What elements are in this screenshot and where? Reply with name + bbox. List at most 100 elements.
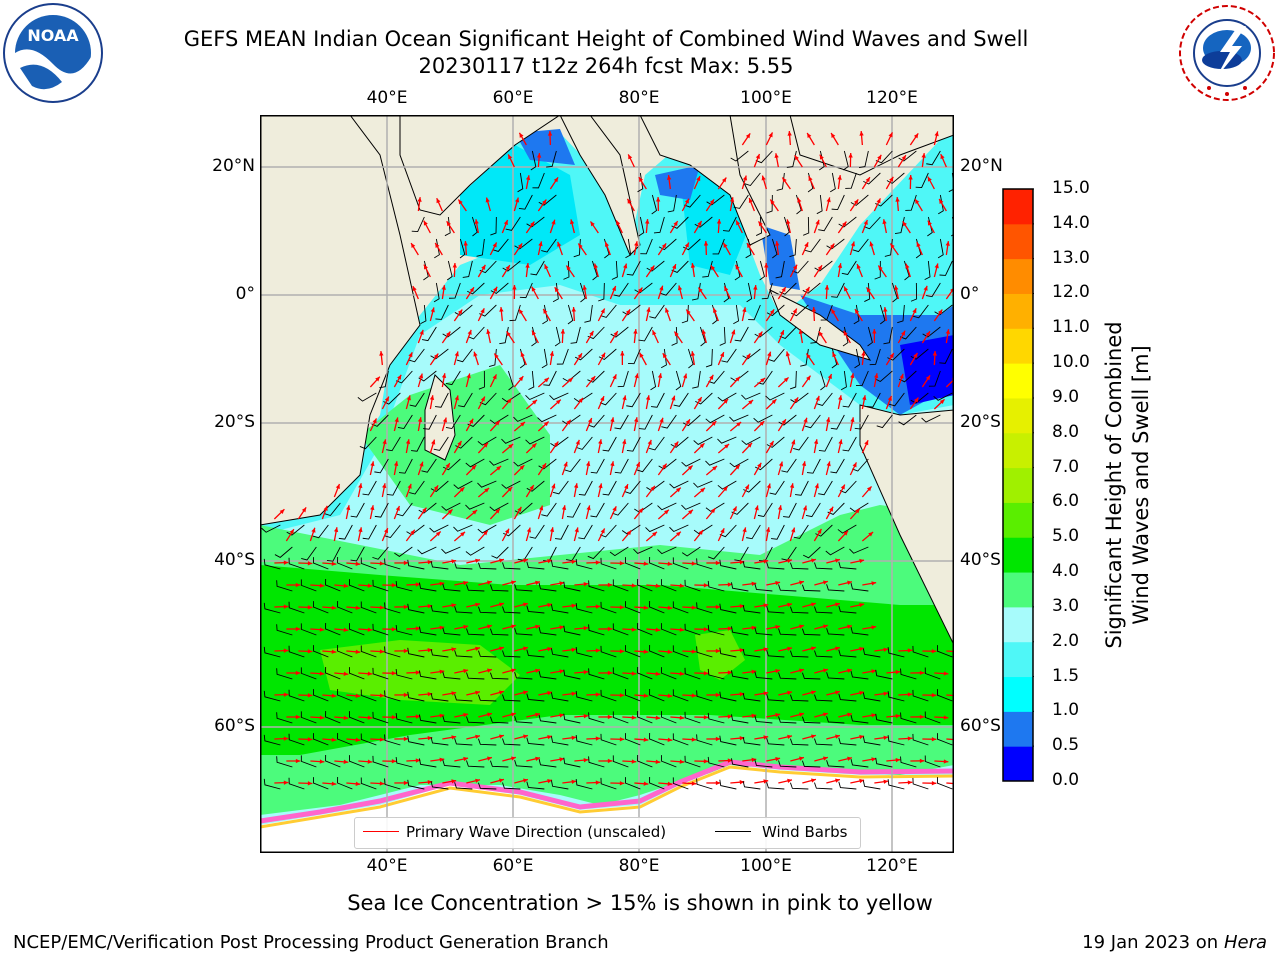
wave-direction-arrowhead: [447, 509, 453, 515]
wind-barb: [634, 282, 653, 294]
wave-direction-arrowhead: [764, 263, 769, 268]
wave-direction-arrowhead: [667, 605, 673, 610]
wave-direction-arrowhead: [523, 734, 528, 739]
colorbar-tick: 9.0: [1052, 386, 1080, 407]
wave-direction-arrowhead: [295, 582, 301, 588]
wave-direction-arrowhead: [492, 242, 497, 248]
wave-direction-arrowhead: [610, 417, 615, 423]
wind-barb: [754, 627, 773, 636]
wave-direction-arrowhead: [661, 243, 667, 249]
wave-direction-arrowhead: [593, 263, 598, 269]
wave-direction-arrowhead: [837, 263, 843, 269]
wave-direction-arrowhead: [619, 693, 625, 698]
wave-direction-arrowhead: [746, 353, 751, 359]
wave-direction-arrowhead: [475, 690, 480, 695]
wind-barb: [588, 414, 605, 428]
colorbar-tick: 6.0: [1052, 491, 1080, 512]
wave-direction-arrowhead: [913, 133, 919, 139]
wind-barbs-label: Wind Barbs: [762, 823, 848, 841]
wave-direction-arrowhead: [739, 692, 745, 697]
wave-direction-arrowhead: [283, 604, 289, 609]
wave-direction-arrowhead: [742, 175, 748, 181]
wave-direction-arrowhead: [843, 330, 848, 336]
wave-direction-arrowhead: [850, 373, 855, 379]
wind-barb: [471, 216, 478, 237]
wave-direction-arrowhead: [720, 528, 725, 534]
wave-direction-arrowhead: [355, 781, 361, 786]
wave-direction-arrowhead: [628, 154, 633, 160]
wind-barb: [417, 546, 437, 555]
wind-barb: [590, 502, 605, 518]
wind-barb: [730, 150, 749, 162]
wave-direction-arrowhead: [559, 713, 565, 718]
wind-barb: [325, 666, 341, 680]
wind-barb: [453, 480, 473, 490]
wave-direction-arrowhead: [907, 692, 913, 697]
wind-barb: [852, 458, 869, 472]
wave-direction-arrowhead: [645, 219, 650, 224]
wave-direction-arrowhead: [463, 241, 468, 246]
wave-direction-arrowhead: [600, 308, 605, 314]
wind-barb: [669, 480, 689, 489]
wave-direction-arrowhead: [582, 285, 587, 290]
wind-barb: [372, 667, 389, 680]
wind-barb: [866, 392, 881, 408]
wave-direction-arrowhead: [319, 583, 325, 588]
wind-barb: [445, 370, 461, 386]
wind-barb: [742, 692, 761, 702]
wave-direction-arrowhead: [631, 583, 637, 588]
wind-barb: [826, 238, 845, 250]
wave-direction-arrowhead: [523, 558, 528, 563]
wind-barb: [768, 348, 785, 362]
wave-direction-arrowhead: [619, 737, 625, 742]
wave-direction-arrowhead: [859, 131, 864, 136]
wave-direction-arrowhead: [638, 177, 644, 183]
wind-barb: [926, 282, 941, 298]
wind-barb: [862, 692, 881, 702]
wave-direction-arrowhead: [571, 559, 577, 564]
wind-barb: [681, 304, 689, 324]
wind-barb: [313, 689, 329, 702]
wind-barb: [325, 578, 341, 592]
wind-barb: [934, 304, 953, 316]
wave-direction-arrowhead: [463, 580, 469, 586]
wind-barb: [852, 238, 869, 253]
wave-direction-arrowhead: [871, 713, 877, 718]
wave-direction-arrowhead: [667, 649, 673, 654]
wave-direction-arrowhead: [871, 625, 877, 630]
wave-direction-arrowhead: [393, 461, 399, 467]
wind-barb: [939, 348, 953, 364]
footer-date-text: 19 Jan 2023 on: [1082, 932, 1224, 953]
wind-barb: [411, 436, 425, 452]
wave-direction-arrowhead: [485, 197, 490, 203]
wind-barb: [790, 304, 809, 317]
wind-barb: [590, 458, 605, 474]
wave-direction-arrowhead: [715, 604, 721, 610]
wave-direction-arrowhead: [583, 714, 589, 719]
wave-direction-arrowhead: [505, 265, 510, 271]
wind-barb: [394, 546, 413, 557]
wind-barb: [538, 626, 557, 636]
wind-barb: [435, 304, 449, 320]
wave-direction-arrowhead: [543, 308, 548, 314]
colorbar-segment: [1003, 328, 1033, 364]
wave-direction-arrowhead: [859, 558, 865, 564]
wind-barb: [477, 562, 497, 570]
wave-direction-arrowhead: [472, 509, 478, 515]
wave-direction-arrowhead: [595, 560, 601, 565]
wind-barb: [313, 601, 329, 614]
wind-barb: [313, 557, 329, 570]
wave-direction-arrowhead: [382, 483, 387, 489]
wave-direction-arrowhead: [810, 558, 816, 563]
colorbar-tick: 15.0: [1052, 178, 1090, 198]
wave-direction-arrowhead: [723, 398, 729, 404]
wind-barb: [837, 524, 857, 534]
wind-barb: [926, 150, 941, 166]
wave-direction-arrowhead: [699, 443, 705, 448]
wind-barb: [766, 737, 785, 746]
wave-direction-arrowhead: [283, 560, 289, 565]
wave-direction-arrowhead: [791, 527, 796, 533]
colorbar-label-line2: Wind Waves and Swell [m]: [1129, 345, 1153, 625]
wave-direction-arrowhead: [859, 690, 865, 696]
wind-barb: [538, 714, 557, 724]
